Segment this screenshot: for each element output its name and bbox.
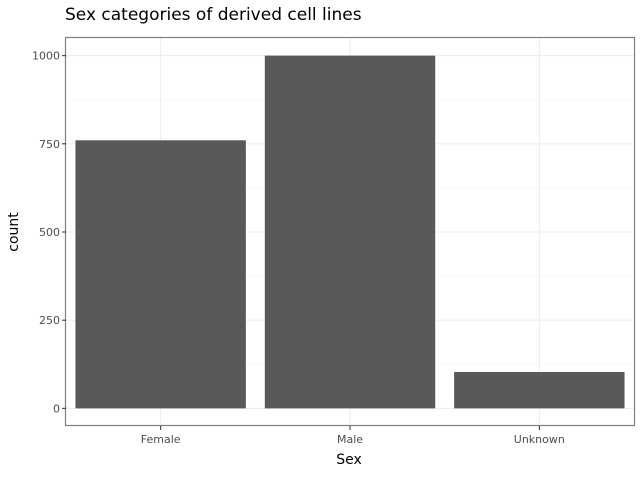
bar-female <box>75 140 246 409</box>
y-tick-label: 0 <box>53 402 60 415</box>
y-tick-label: 750 <box>39 138 60 151</box>
x-tick-label: Female <box>141 433 181 446</box>
y-tick-label: 250 <box>39 314 60 327</box>
bar-male <box>264 55 436 409</box>
x-axis-title: Sex <box>336 452 362 468</box>
x-axis-ticks: Female Male Unknown <box>141 426 565 446</box>
x-tick-label: Male <box>337 433 363 446</box>
y-axis-ticks: 0 250 500 750 1000 <box>32 50 66 415</box>
bars <box>75 55 625 409</box>
bar-unknown <box>454 372 625 409</box>
x-tick-label: Unknown <box>514 433 565 446</box>
chart-title: Sex categories of derived cell lines <box>65 5 362 25</box>
y-axis-title: count <box>6 212 22 252</box>
y-tick-label: 500 <box>39 226 60 239</box>
y-tick-label: 1000 <box>32 50 60 63</box>
